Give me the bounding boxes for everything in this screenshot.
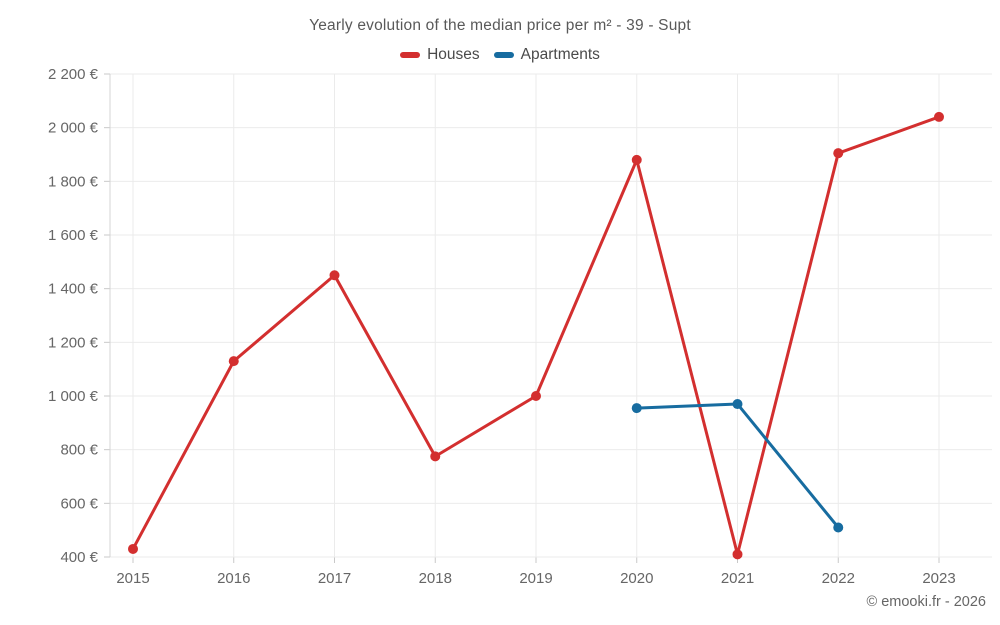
y-axis-tick-label: 800 € — [60, 442, 98, 459]
houses-data-point[interactable] — [128, 543, 138, 554]
x-axis-tick-label: 2022 — [822, 570, 855, 587]
y-axis-tick-label: 1 600 € — [48, 227, 99, 244]
houses-data-point[interactable] — [228, 356, 239, 367]
houses-data-point[interactable] — [631, 154, 642, 165]
legend-label-apartments: Apartments — [520, 46, 600, 63]
y-axis-tick-label: 1 200 € — [48, 334, 99, 351]
x-axis-tick-label: 2018 — [419, 570, 452, 587]
copyright-text: © emooki.fr - 2026 — [866, 594, 986, 610]
apartments-data-point[interactable] — [833, 522, 844, 533]
apartments-data-point[interactable] — [631, 403, 642, 414]
y-axis-tick-label: 2 000 € — [48, 120, 99, 137]
x-axis-tick-label: 2016 — [217, 570, 250, 587]
x-axis-tick-label: 2023 — [922, 570, 955, 587]
x-axis-tick-label: 2021 — [721, 570, 754, 587]
grid-and-axes: 2015 2016 2017 2018 2019 2020 2021 2022 2023 400 … — [48, 66, 992, 587]
apartments-data-point[interactable] — [732, 399, 743, 410]
houses-data-point[interactable] — [833, 148, 844, 159]
houses-data-point[interactable] — [732, 549, 743, 560]
legend: Houses Apartments — [0, 46, 1000, 64]
apartments-series-swatch-icon — [493, 52, 514, 58]
y-axis-tick-label: 1 400 € — [48, 281, 99, 298]
houses-series — [128, 111, 944, 560]
houses-data-point[interactable] — [430, 451, 441, 462]
legend-item-apartments[interactable]: Apartments — [493, 46, 600, 64]
chart-title: Yearly evolution of the median price per… — [309, 17, 691, 34]
x-axis-tick-label: 2020 — [620, 570, 653, 587]
houses-data-point[interactable] — [531, 391, 541, 401]
houses-data-point[interactable] — [329, 270, 340, 281]
y-axis-tick-label: 2 200 € — [48, 66, 99, 83]
y-axis-tick-label: 1 800 € — [48, 173, 99, 190]
houses-data-point[interactable] — [934, 111, 944, 122]
y-axis-tick-label: 600 € — [60, 495, 98, 512]
legend-label-houses: Houses — [427, 46, 480, 63]
x-axis-tick-label: 2019 — [519, 570, 552, 587]
x-axis-tick-label: 2015 — [116, 570, 149, 587]
legend-item-houses[interactable]: Houses — [400, 46, 480, 64]
x-axis-tick-label: 2017 — [318, 570, 351, 587]
apartments-series — [631, 399, 844, 533]
houses-series-swatch-icon — [400, 52, 421, 58]
y-axis-tick-label: 1 000 € — [48, 388, 99, 405]
y-axis-tick-label: 400 € — [60, 549, 98, 566]
